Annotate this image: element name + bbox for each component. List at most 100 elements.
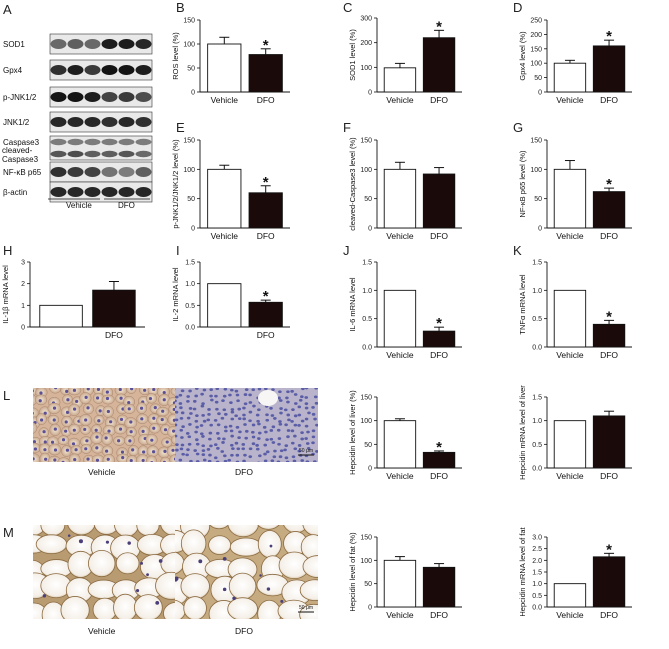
significance-star: *: [263, 174, 269, 191]
y-tick-label: 0.0: [185, 325, 195, 332]
blot-band: [50, 117, 67, 127]
y-tick-label: 150: [530, 46, 542, 53]
x-category-label: Vehicle: [386, 350, 414, 360]
y-tick-label: 150: [360, 138, 372, 145]
y-tick-label: 300: [360, 16, 372, 23]
y-tick-label: 1.0: [185, 281, 195, 288]
y-tick-label: 200: [360, 40, 372, 47]
bar-vehicle: [553, 420, 587, 469]
bar-dfo: [592, 45, 626, 93]
panel-label-e: E: [176, 120, 185, 135]
chart-k: K 0.0 0.5 1.0 1.5 TNFα mRNA level Vehicle * DFO: [513, 243, 632, 360]
y-tick-label: 200: [530, 32, 542, 39]
blot-band: [135, 92, 152, 102]
chart-l2: 0.0 0.5 1.0 1.5 Hepcidin mRNA level of liver…: [518, 385, 632, 481]
y-axis-label: SOD1 level (%): [348, 29, 357, 81]
y-tick-label: 0: [368, 90, 372, 97]
y-tick-label: 3.0: [532, 535, 542, 542]
liver-vehicle-image: [33, 388, 175, 462]
blot-band: [135, 65, 152, 75]
panel-label-d: D: [513, 0, 522, 15]
blot-band: [118, 167, 135, 177]
y-tick-label: 100: [183, 42, 195, 49]
blot-band: [50, 65, 67, 75]
y-tick-label: 150: [183, 138, 195, 145]
panel-label-g: G: [513, 120, 523, 135]
y-tick-label: 50: [187, 66, 195, 73]
bar-vehicle: [207, 43, 242, 93]
scale-bar-l-label: 50 μm: [299, 448, 313, 454]
chart-i: I 0.0 0.5 1.0 1.5 IL-2 mRNA level * DFO: [171, 243, 290, 340]
blot-band: [118, 65, 135, 75]
significance-star: *: [436, 18, 442, 35]
x-category-label: Vehicle: [386, 231, 414, 241]
y-tick-label: 0: [368, 466, 372, 473]
y-tick-label: 3: [21, 260, 25, 267]
bar-vehicle: [553, 289, 587, 348]
y-axis-label: IL-2 mRNA level: [171, 267, 180, 322]
x-category-label: DFO: [257, 231, 275, 241]
y-axis-label: IL-1β mRNA level: [1, 265, 10, 324]
panel-label-c: C: [343, 0, 352, 15]
liver-vehicle-label: Vehicle: [88, 467, 116, 477]
blot-band: [118, 117, 135, 127]
panel-label-i: I: [176, 243, 180, 258]
panel-label-f: F: [343, 120, 351, 135]
panel-label-a: A: [3, 2, 12, 17]
western-blot-panel: A SOD1 Gpx4 p-JNK1/2 JNK1/2 Caspase3cleaved-…: [2, 2, 153, 210]
y-tick-label: 50: [187, 196, 195, 203]
blot-group-dfo: DFO: [118, 201, 135, 210]
x-category-label: Vehicle: [211, 95, 239, 105]
y-tick-label: 0: [21, 325, 25, 332]
y-tick-label: 250: [530, 18, 542, 25]
blot-band: [84, 92, 101, 102]
significance-star: *: [436, 315, 442, 332]
fat-vehicle-image: [33, 525, 175, 619]
blot-label: NF-κB p65: [3, 168, 42, 177]
blot-band: [67, 167, 84, 177]
scale-bar-m-label: 50 μm: [299, 605, 313, 611]
y-tick-label: 1.0: [532, 418, 542, 425]
x-category-label: DFO: [430, 231, 448, 241]
y-axis-label: Hepcidin mRNA level of liver: [518, 385, 527, 480]
x-category-label: DFO: [105, 330, 123, 340]
significance-star: *: [606, 541, 612, 558]
y-tick-label: 100: [360, 418, 372, 425]
y-tick-label: 0.0: [532, 605, 542, 612]
blot-band: [67, 117, 84, 127]
x-category-label: DFO: [600, 471, 618, 481]
blot-band: [84, 117, 101, 127]
blot-band: [118, 187, 135, 197]
y-tick-label: 100: [360, 65, 372, 72]
bar-dfo: [592, 556, 626, 608]
y-tick-label: 1: [21, 303, 25, 310]
blot-label: β-actin: [3, 188, 27, 197]
blot-band: [118, 138, 135, 146]
x-category-label: DFO: [600, 610, 618, 620]
bar-dfo: [592, 323, 626, 348]
blot-band: [101, 39, 118, 49]
blot-band: [135, 150, 152, 158]
x-category-label: DFO: [600, 350, 618, 360]
y-tick-label: 1.5: [362, 260, 372, 267]
bar-vehicle: [383, 559, 417, 608]
chart-j: J 0.0 0.5 1.0 1.5 IL-6 mRNA level Vehicle * DFO: [343, 243, 462, 360]
y-tick-label: 0.5: [532, 442, 542, 449]
bar-vehicle: [553, 583, 587, 608]
significance-star: *: [436, 439, 442, 456]
y-tick-label: 1.0: [532, 288, 542, 295]
blot-box-4: [49, 135, 153, 161]
y-tick-label: 50: [364, 442, 372, 449]
x-category-label: DFO: [430, 95, 448, 105]
x-category-label: Vehicle: [556, 95, 584, 105]
x-category-label: DFO: [257, 95, 275, 105]
y-tick-label: 1.5: [185, 260, 195, 267]
blot-band: [135, 138, 152, 146]
bar-dfo: [422, 566, 456, 608]
bar-control: [39, 304, 83, 328]
y-axis-label: Hepcidin mRNA level of fat: [518, 526, 527, 616]
blot-band: [118, 39, 135, 49]
